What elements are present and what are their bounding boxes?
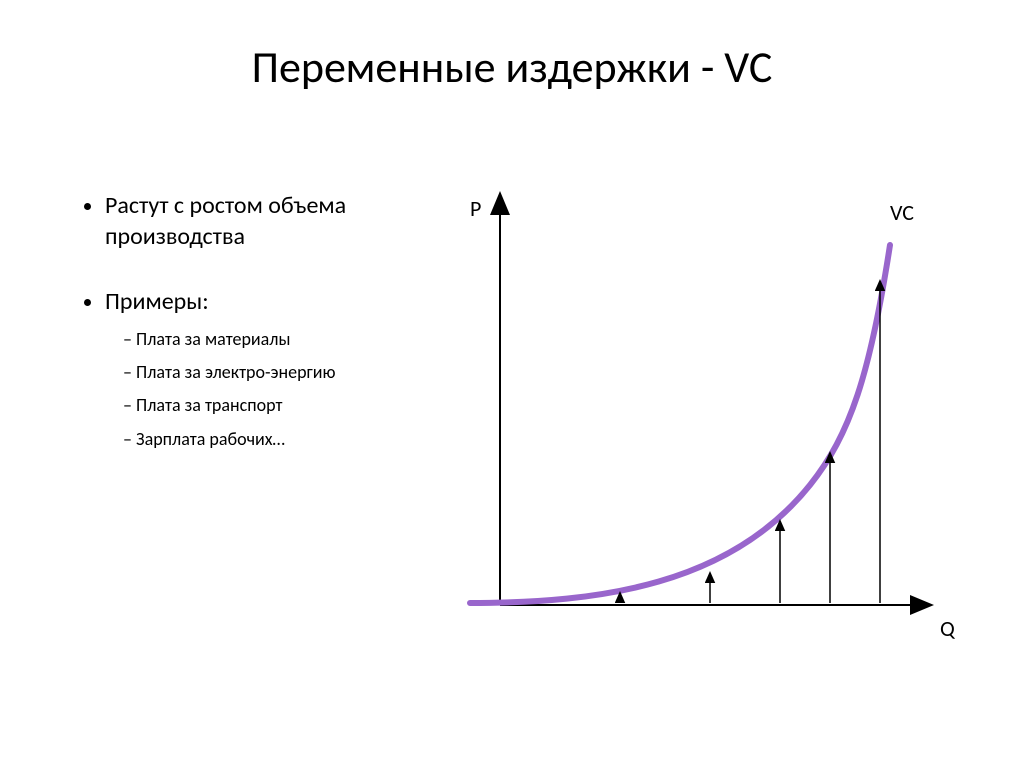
- slide-title: Переменные издержки - VC: [0, 40, 1024, 94]
- slide: Переменные издержки - VC Растут с ростом…: [0, 0, 1024, 767]
- curve-label: VC: [890, 199, 914, 226]
- bullet-sub-2: Плата за электро-энергию: [123, 361, 440, 384]
- y-axis-label: P: [470, 195, 481, 222]
- chart-svg: [430, 185, 970, 655]
- bullet-main-1: Растут с ростом объема производства: [105, 190, 440, 252]
- vc-chart: P Q VC: [430, 185, 970, 655]
- bullet-sub-3: Плата за транспорт: [123, 394, 440, 417]
- bullet-sub-4: Зарплата рабочих…: [123, 428, 440, 451]
- bullet-main-2: Примеры: Плата за материалы Плата за эле…: [105, 286, 440, 451]
- x-axis-label: Q: [940, 615, 955, 642]
- vc-curve: [470, 245, 890, 603]
- bullet-sub-1: Плата за материалы: [123, 328, 440, 351]
- content-text: Растут с ростом объема производства Прим…: [80, 190, 440, 485]
- bullet-main-2-label: Примеры:: [105, 287, 209, 316]
